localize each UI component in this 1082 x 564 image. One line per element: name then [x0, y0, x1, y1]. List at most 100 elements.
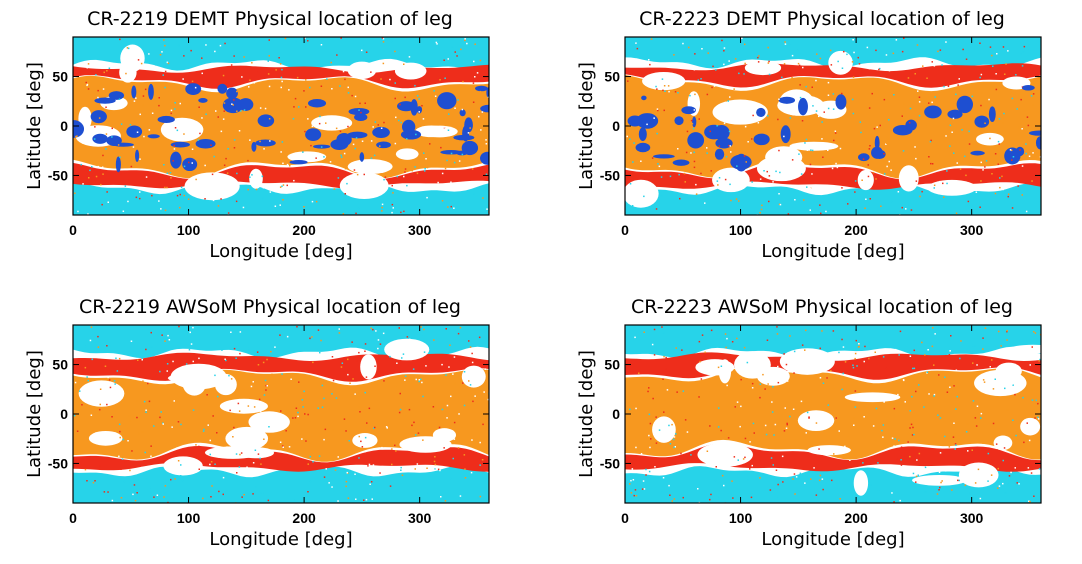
speckle — [364, 350, 366, 352]
speckle — [1027, 467, 1030, 469]
x-tick-label: 100 — [729, 510, 753, 526]
speckle — [358, 109, 360, 111]
speckle — [76, 441, 78, 443]
speckle — [929, 187, 931, 189]
speckle — [139, 158, 141, 160]
speckle — [295, 40, 297, 43]
speckle — [158, 200, 160, 202]
speckle — [439, 79, 441, 81]
speckle — [180, 186, 183, 189]
speckle — [426, 467, 428, 469]
speckle — [771, 401, 773, 403]
speckle — [944, 376, 946, 378]
speckle — [777, 483, 779, 486]
speckle — [345, 485, 347, 488]
speckle — [335, 127, 338, 130]
speckle — [895, 39, 898, 41]
speckle — [130, 448, 132, 450]
speckle — [205, 44, 207, 46]
speckle — [875, 178, 877, 180]
blue-patch — [635, 142, 651, 153]
speckle — [159, 416, 161, 419]
speckle — [885, 367, 888, 370]
speckle — [745, 128, 748, 131]
speckle — [445, 374, 447, 376]
speckle — [323, 156, 325, 158]
speckle — [974, 409, 977, 412]
speckle — [413, 421, 415, 424]
speckle — [914, 73, 916, 75]
speckle — [979, 76, 981, 79]
speckle — [220, 198, 222, 200]
speckle — [933, 393, 936, 396]
speckle — [893, 501, 895, 503]
speckle — [660, 448, 662, 450]
speckle — [358, 351, 360, 354]
speckle — [450, 395, 452, 398]
speckle — [265, 137, 267, 140]
speckle — [251, 62, 253, 64]
speckle — [255, 188, 258, 191]
speckle — [990, 474, 993, 476]
speckle — [844, 445, 846, 448]
speckle — [467, 132, 470, 134]
speckle — [307, 491, 309, 493]
speckle — [74, 381, 77, 384]
speckle — [443, 126, 445, 128]
speckle — [375, 357, 378, 360]
speckle — [447, 206, 449, 208]
speckle — [626, 91, 629, 93]
speckle — [100, 183, 102, 186]
speckle — [323, 397, 325, 400]
speckle — [712, 65, 714, 68]
speckle — [827, 107, 830, 110]
speckle — [209, 463, 211, 466]
speckle — [763, 170, 765, 172]
speckle — [241, 496, 243, 498]
speckle — [136, 492, 138, 494]
speckle — [869, 198, 871, 200]
speckle — [910, 423, 913, 426]
speckle — [1000, 345, 1002, 347]
speckle — [297, 411, 299, 414]
speckle — [275, 69, 277, 71]
speckle — [472, 101, 475, 103]
speckle — [198, 159, 200, 161]
speckle — [274, 205, 277, 207]
speckle — [774, 423, 777, 426]
speckle — [281, 68, 283, 71]
blue-patch — [753, 133, 770, 146]
speckle — [340, 156, 343, 158]
speckle — [79, 102, 82, 104]
speckle — [934, 433, 937, 435]
speckle — [415, 434, 417, 436]
speckle — [752, 114, 754, 117]
speckle — [924, 354, 926, 356]
speckle — [997, 140, 1000, 143]
speckle — [349, 382, 351, 384]
speckle — [666, 389, 669, 391]
speckle — [723, 63, 725, 66]
speckle — [176, 129, 179, 132]
speckle — [445, 328, 447, 330]
speckle — [396, 362, 398, 364]
speckle — [130, 340, 133, 342]
speckle — [649, 446, 651, 449]
speckle — [91, 133, 94, 135]
speckle — [1011, 97, 1014, 100]
speckle — [744, 456, 746, 459]
speckle — [229, 441, 232, 444]
speckle — [444, 201, 447, 203]
speckle — [239, 352, 241, 355]
speckle — [705, 168, 707, 170]
speckle — [391, 203, 394, 206]
speckle — [982, 442, 984, 444]
speckle — [693, 109, 696, 111]
speckle — [87, 379, 89, 382]
speckle — [275, 423, 277, 426]
speckle — [453, 356, 456, 358]
speckle — [216, 432, 218, 434]
speckle — [258, 471, 260, 473]
speckle — [752, 422, 755, 425]
speckle — [336, 178, 338, 180]
